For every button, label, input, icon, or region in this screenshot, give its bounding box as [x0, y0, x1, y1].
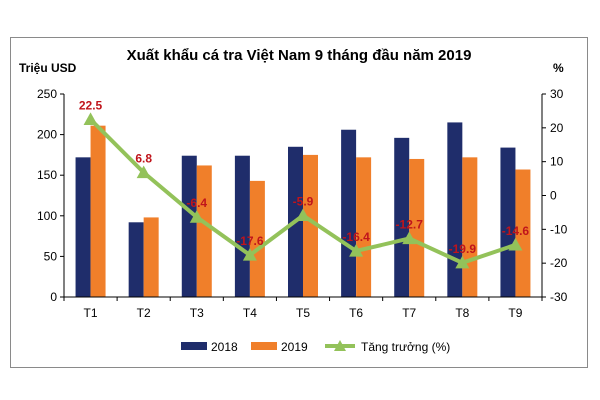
growth-label-t6: -16.4 — [342, 230, 370, 244]
bar-2019-t4 — [249, 180, 265, 297]
growth-label-t8: -19.9 — [449, 242, 477, 256]
bar-2018-t1 — [75, 157, 91, 297]
y-right-tick-label-0: 0 — [550, 189, 557, 203]
bar-2019-t9 — [515, 169, 531, 297]
growth-marker-t6 — [349, 243, 364, 257]
legend-label-growth: Tăng trưởng (%) — [361, 340, 450, 354]
x-tick-label-t7: T7 — [402, 306, 416, 320]
legend: 2018 2019 Tăng trưởng (%) — [181, 340, 450, 354]
y-right-tick-label-30: 30 — [550, 87, 564, 101]
legend-swatch-2019 — [251, 342, 277, 350]
growth-label-t5: -5.9 — [293, 194, 314, 208]
bar-2018-t8 — [447, 122, 463, 297]
bar-2019-t3 — [196, 165, 212, 297]
legend-label-2018: 2018 — [211, 340, 238, 354]
legend-label-2019: 2019 — [281, 340, 308, 354]
growth-label-t1: 22.5 — [79, 98, 103, 112]
bar-2018-t2 — [128, 222, 144, 297]
chart-svg: Xuất khẩu cá tra Việt Nam 9 tháng đầu nă… — [19, 47, 568, 354]
y-right-tick-label--30: -30 — [550, 290, 568, 304]
growth-marker-t5 — [296, 208, 310, 222]
bar-2019-t7 — [409, 158, 425, 297]
axes-group: 0 50 100 150 200 250 -30 -20 -10 0 10 20 30 T1 T2 T3 T4 T… — [37, 87, 568, 320]
chart-frame: Xuất khẩu cá tra Việt Nam 9 tháng đầu nă… — [10, 37, 588, 368]
y-left-tick-label-200: 200 — [37, 128, 57, 142]
x-tick-label-t3: T3 — [190, 306, 204, 320]
bar-2018-t4 — [234, 155, 250, 297]
y-left-tick-label-50: 50 — [44, 249, 58, 263]
y-axis-left-label: Triệu USD — [19, 61, 77, 75]
growth-marker-t7 — [402, 231, 417, 245]
growth-line-group — [83, 112, 523, 269]
growth-marker-t3 — [189, 210, 204, 223]
y-left-tick-label-100: 100 — [37, 209, 57, 223]
x-tick-label-t8: T8 — [455, 306, 469, 320]
bar-2018-t3 — [181, 155, 197, 297]
bar-2018-t7 — [394, 137, 410, 297]
y-right-tick-label--10: -10 — [550, 222, 568, 236]
growth-marker-t2 — [136, 165, 151, 179]
bar-2019-t2 — [143, 217, 159, 297]
growth-marker-t4 — [242, 248, 257, 261]
legend-swatch-2018 — [181, 342, 207, 350]
growth-label-t2: 6.8 — [135, 151, 152, 165]
growth-marker-t8 — [455, 255, 470, 269]
bar-2018-t9 — [500, 147, 516, 297]
y-axis-right-label: % — [553, 61, 564, 75]
growth-marker-t1 — [83, 112, 98, 125]
bar-2019-t5 — [303, 154, 318, 297]
growth-marker-t9 — [508, 237, 523, 251]
y-right-tick-label-20: 20 — [550, 121, 564, 135]
y-left-tick-label-150: 150 — [37, 168, 57, 182]
data-labels-group: 22.5 6.8 -6.4 -17.6 -5.9 -16.4 -12.7 -19.9 -14.6 — [79, 98, 530, 255]
growth-label-t9: -14.6 — [502, 224, 530, 238]
x-tick-label-t5: T5 — [296, 306, 310, 320]
x-tick-label-t1: T1 — [84, 306, 98, 320]
bar-2018-t6 — [341, 129, 357, 297]
x-tick-label-t2: T2 — [137, 306, 151, 320]
x-tick-label-t6: T6 — [349, 306, 363, 320]
y-left-tick-label-250: 250 — [37, 87, 57, 101]
chart-title: Xuất khẩu cá tra Việt Nam 9 tháng đầu nă… — [127, 47, 472, 64]
bar-2019-t8 — [462, 157, 478, 297]
y-right-tick-label-10: 10 — [550, 155, 564, 169]
x-tick-label-t4: T4 — [243, 306, 257, 320]
growth-label-t3: -6.4 — [186, 196, 207, 210]
x-tick-label-t9: T9 — [508, 306, 522, 320]
y-right-tick-label--20: -20 — [550, 256, 568, 270]
growth-label-t4: -17.6 — [236, 234, 264, 248]
growth-label-t7: -12.7 — [396, 217, 424, 231]
y-left-tick-label-0: 0 — [50, 290, 57, 304]
bar-2019-t6 — [356, 157, 372, 297]
legend-swatch-growth-marker — [334, 340, 346, 351]
bar-2019-t1 — [90, 125, 106, 297]
